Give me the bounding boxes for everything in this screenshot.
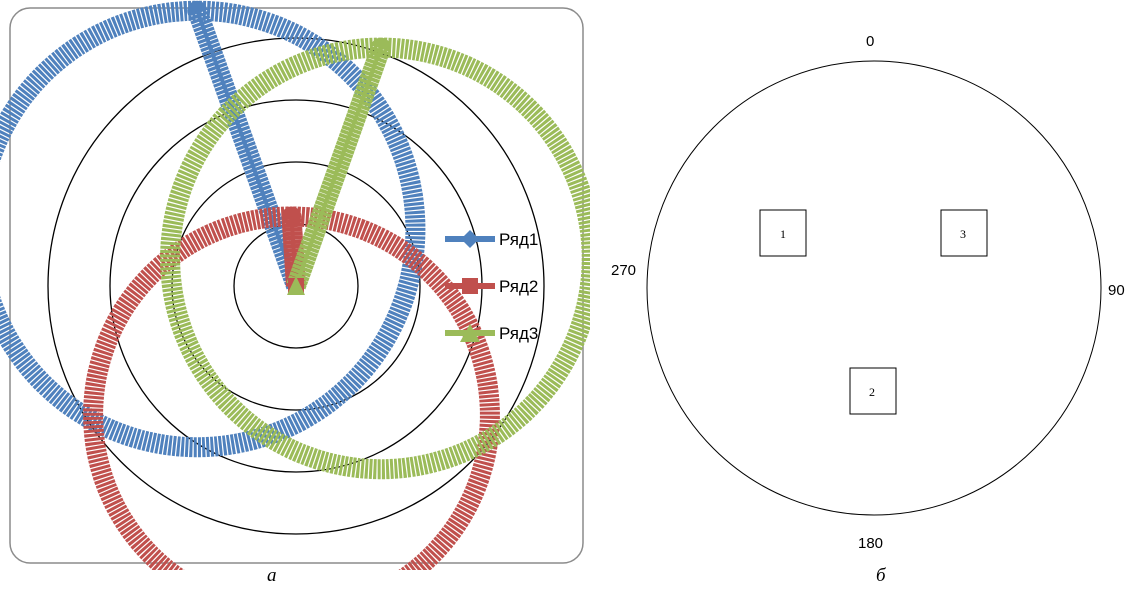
legend-label-2: Ряд2 <box>499 277 538 296</box>
caption-b: б <box>876 565 886 586</box>
legend-item-2: Ряд2 <box>445 277 538 296</box>
series-line-1 <box>0 0 426 458</box>
series-spoke-1 <box>195 10 298 287</box>
legend-label-1: Ряд1 <box>499 230 538 249</box>
direction-label-left: 270 <box>611 262 636 279</box>
box-3: 3 <box>940 209 988 257</box>
box-2-frame <box>849 367 897 415</box>
caption-a: а <box>267 565 277 586</box>
legend-label-3: Ряд3 <box>499 324 538 343</box>
box-2: 2 <box>849 367 897 415</box>
legend-item-3: Ряд3 <box>445 324 538 343</box>
direction-label-bottom: 180 <box>858 535 883 552</box>
legend-marker-1 <box>461 230 479 248</box>
direction-label-top: 0 <box>866 33 874 50</box>
legend-item-1: Ряд1 <box>445 230 538 249</box>
direction-diagram: 0 90 180 270 1 3 2 <box>611 33 1125 552</box>
diagram-circle <box>646 60 1102 516</box>
legend-marker-3 <box>460 324 480 342</box>
series-line-3 <box>160 37 590 480</box>
box-3-label: 3 <box>960 227 966 241</box>
series-line-2 <box>83 206 500 570</box>
box-2-label: 2 <box>869 385 875 399</box>
box-1-label: 1 <box>780 227 786 241</box>
box-1-frame <box>759 209 807 257</box>
box-3-frame <box>940 209 988 257</box>
series-layer <box>0 0 590 570</box>
series-spoke-3 <box>294 46 383 287</box>
direction-label-right: 90 <box>1108 282 1125 299</box>
radar-chart: Ряд1 Ряд2 Ряд3 <box>0 0 590 570</box>
chart-legend: Ряд1 Ряд2 Ряд3 <box>445 230 538 343</box>
center-marker-3 <box>287 276 305 295</box>
box-1: 1 <box>759 209 807 257</box>
legend-marker-2 <box>462 278 478 294</box>
